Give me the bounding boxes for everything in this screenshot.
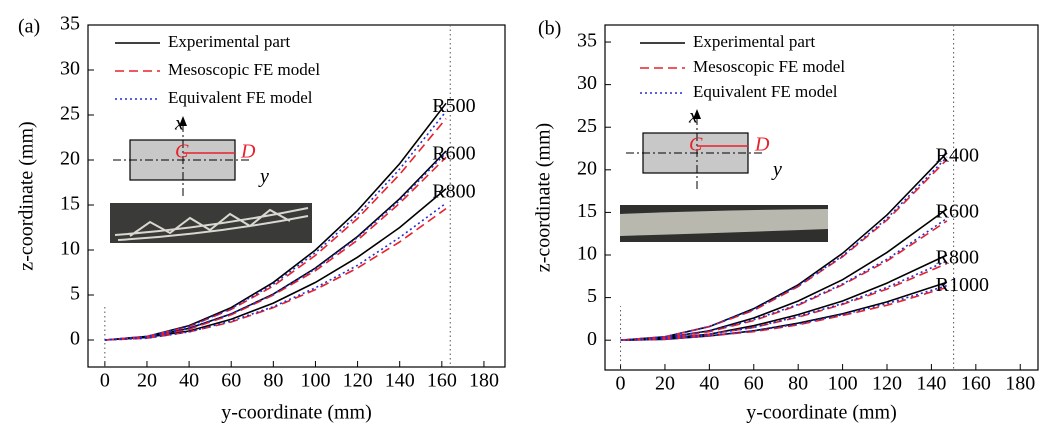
y-axis-title: z-coordinate (mm) [16, 121, 38, 270]
legend-label: Experimental part [168, 32, 291, 51]
legend-label: Mesoscopic FE model [693, 57, 845, 76]
inset-label: x [174, 113, 184, 135]
curve-label: R1000 [936, 274, 989, 296]
x-tick-label: 60 [744, 373, 764, 395]
x-tick-label: 180 [1005, 373, 1035, 395]
x-tick-label: 140 [916, 373, 946, 395]
curve [620, 286, 948, 341]
y-tick-label: 5 [70, 283, 80, 305]
curve [620, 159, 948, 341]
y-tick-label: 15 [60, 193, 80, 215]
y-tick-label: 30 [60, 58, 80, 80]
inset-label: C [175, 141, 189, 163]
arrow [693, 109, 701, 119]
y-tick-label: 25 [60, 103, 80, 125]
legend-label: Equivalent FE model [693, 82, 838, 101]
x-axis-title: y-coordinate (mm) [221, 402, 372, 424]
x-axis-title: y-coordinate (mm) [746, 402, 897, 424]
curve [104, 110, 447, 341]
inset-label: D [240, 141, 256, 163]
inset-a [110, 116, 312, 243]
inset-label: C [689, 134, 703, 156]
y-tick-label: 35 [60, 13, 80, 35]
x-tick-label: 120 [872, 373, 902, 395]
x-tick-label: 40 [699, 373, 719, 395]
curve [620, 152, 948, 341]
x-tick-label: 160 [427, 370, 457, 392]
curve-label: R600 [432, 143, 475, 165]
inset-label: y [258, 166, 269, 188]
inset-label: x [688, 106, 698, 128]
inset-label: y [771, 159, 782, 181]
x-tick-label: 20 [137, 370, 157, 392]
y-tick-label: 20 [577, 157, 597, 179]
x-tick-label: 100 [828, 373, 858, 395]
curve [620, 156, 948, 341]
plot-frame [604, 24, 1039, 371]
x-tick-label: 120 [343, 370, 373, 392]
y-tick-label: 30 [577, 72, 597, 94]
x-tick-label: 80 [788, 373, 808, 395]
y-tick-label: 0 [70, 328, 80, 350]
curve [620, 217, 948, 341]
x-tick-label: 160 [961, 373, 991, 395]
curve-label: R500 [432, 95, 475, 117]
x-tick-label: 180 [469, 370, 499, 392]
legend-label: Mesoscopic FE model [168, 60, 320, 79]
y-tick-label: 10 [577, 243, 597, 265]
photo [110, 203, 312, 243]
y-tick-label: 35 [577, 30, 597, 52]
legend-label: Equivalent FE model [168, 88, 313, 107]
curve-label: R600 [936, 201, 979, 223]
y-tick-label: 5 [587, 285, 597, 307]
y-tick-label: 20 [60, 148, 80, 170]
x-tick-label: 0 [616, 373, 626, 395]
arrow [179, 116, 187, 126]
x-tick-label: 60 [221, 370, 241, 392]
curve-label: R400 [936, 144, 979, 166]
y-tick-label: 15 [577, 200, 597, 222]
legend-label: Experimental part [693, 32, 816, 51]
curve [620, 281, 948, 341]
photo-detail [620, 209, 828, 236]
y-tick-label: 10 [60, 238, 80, 260]
plot-frame [87, 24, 506, 368]
y-tick-label: 0 [587, 328, 597, 350]
inset-label: D [754, 134, 770, 156]
curve-label: R800 [936, 247, 979, 269]
panel-label: (a) [18, 16, 40, 38]
inset-b [620, 109, 828, 242]
curve [620, 284, 948, 341]
y-axis-title: z-coordinate (mm) [533, 123, 555, 272]
panel-label: (b) [538, 18, 561, 40]
curve [104, 152, 447, 341]
x-tick-label: 140 [385, 370, 415, 392]
curve [620, 220, 948, 341]
curve-label: R800 [432, 180, 475, 202]
y-tick-label: 25 [577, 115, 597, 137]
photo-detail [114, 207, 309, 241]
x-tick-label: 20 [655, 373, 675, 395]
curve [104, 156, 447, 341]
curve [104, 202, 447, 341]
x-tick-label: 40 [179, 370, 199, 392]
x-tick-label: 100 [300, 370, 330, 392]
x-tick-label: 0 [100, 370, 110, 392]
curve [620, 260, 948, 341]
x-tick-label: 80 [263, 370, 283, 392]
